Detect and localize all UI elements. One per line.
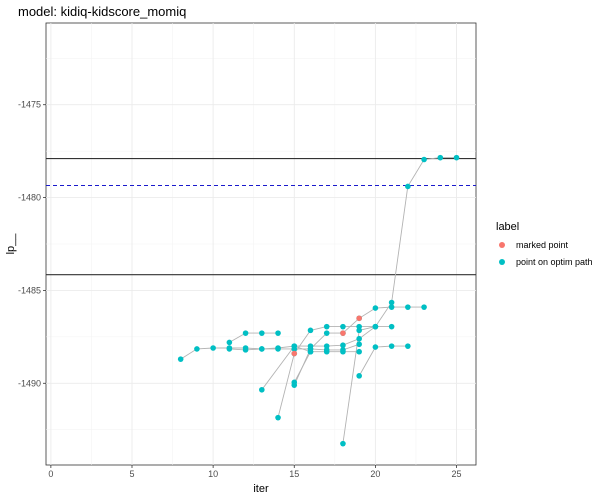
optim-point — [437, 154, 444, 161]
y-axis-title: lp__ — [5, 233, 17, 255]
optim-point — [323, 330, 330, 336]
optim-point — [226, 346, 233, 352]
optim-point — [356, 341, 362, 348]
optim-point — [356, 348, 362, 355]
marked-points — [291, 315, 362, 357]
y-tick-label: -1480 — [18, 193, 41, 203]
legend-label-marked-point: marked point — [516, 240, 569, 250]
optim-point — [307, 327, 314, 334]
optim-path-line — [229, 332, 278, 343]
legend: label marked point point on optim path — [496, 221, 593, 267]
optim-point — [388, 299, 395, 306]
marked-point — [356, 315, 362, 322]
x-tick-label: 0 — [48, 469, 53, 479]
optim-point — [259, 346, 265, 352]
x-tick-label: 25 — [452, 469, 462, 479]
marked-point — [340, 330, 346, 336]
optim-point — [421, 304, 427, 310]
optim-point — [307, 348, 314, 355]
optim-point — [340, 342, 346, 349]
optim-point — [388, 323, 395, 330]
optim-point — [291, 379, 298, 386]
optim-point — [356, 335, 362, 342]
optim-path-line — [358, 345, 408, 377]
optim-point — [372, 344, 379, 350]
optim-point — [323, 323, 330, 330]
chart-title: model: kidiq-kidscore_momiq — [18, 4, 186, 19]
optim-point — [388, 304, 395, 310]
optim-point — [194, 346, 200, 352]
optim-point — [405, 183, 411, 190]
optim-point — [356, 373, 362, 379]
optim-point — [242, 347, 249, 353]
optim-point — [275, 346, 281, 352]
legend-title: label — [496, 221, 519, 233]
optim-point — [405, 343, 411, 349]
optim-point — [259, 386, 265, 393]
optim-point — [226, 339, 233, 346]
marked-point — [291, 350, 298, 357]
optim-point — [340, 440, 346, 447]
legend-key-optim-point — [499, 259, 505, 265]
optim-point — [356, 327, 362, 334]
y-tick-label: -1475 — [18, 100, 41, 110]
grid-minor — [46, 23, 476, 465]
x-tick-label: 15 — [289, 469, 299, 479]
grid-major — [46, 23, 476, 465]
optim-point — [242, 330, 249, 336]
optim-point — [259, 330, 265, 336]
optim-point — [275, 414, 281, 421]
x-tick-label: 5 — [129, 469, 134, 479]
legend-label-optim-point: point on optim path — [516, 257, 593, 267]
optim-point — [323, 348, 330, 355]
optim-point — [275, 330, 281, 336]
y-tick-label: -1490 — [18, 378, 41, 388]
optim-point — [340, 348, 346, 355]
optim-point — [210, 345, 216, 351]
optim-point — [177, 356, 184, 362]
optim-point — [453, 154, 460, 161]
optim-point — [388, 343, 395, 349]
x-tick-label: 10 — [208, 469, 218, 479]
optim-point — [372, 305, 379, 311]
optim-point — [340, 323, 346, 330]
y-axis-ticks: -1490 -1485 -1480 -1475 — [18, 100, 46, 388]
legend-key-marked-point — [499, 242, 505, 248]
optim-point — [291, 343, 298, 349]
x-tick-label: 20 — [370, 469, 380, 479]
optim-point — [405, 304, 411, 310]
optim-path-line — [293, 351, 311, 383]
y-tick-label: -1485 — [18, 285, 41, 295]
reference-lines — [46, 158, 476, 276]
optim-point — [372, 323, 379, 330]
optim-point — [421, 156, 427, 163]
x-axis-ticks: 0 5 10 15 20 25 — [48, 465, 462, 479]
x-axis-title: iter — [253, 483, 269, 495]
